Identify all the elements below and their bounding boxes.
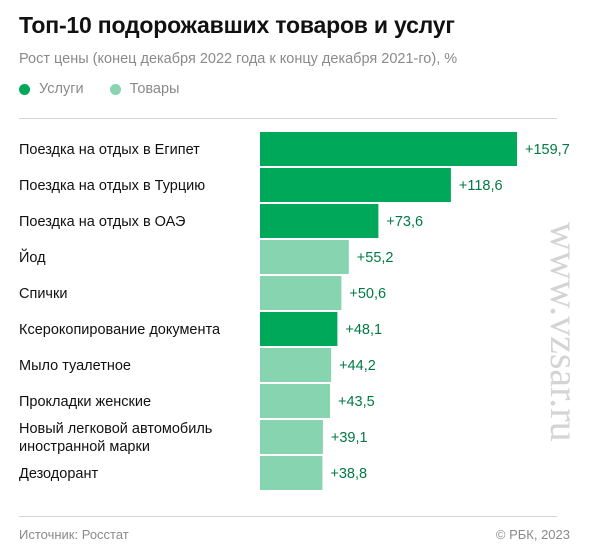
legend-dot-services <box>19 83 30 95</box>
legend: Услуги Товары <box>19 81 179 97</box>
bar-5 <box>260 276 342 310</box>
category-label-6: Ксерокопирование документа <box>19 322 221 338</box>
value-label-9: +39,1 <box>331 430 368 446</box>
bar-10 <box>260 456 323 490</box>
bar-3 <box>260 204 379 238</box>
legend-dot-goods <box>109 83 121 95</box>
value-label-2: +118,6 <box>459 178 503 194</box>
copyright-note: © РБК, 2023 <box>495 527 570 542</box>
chart-subtitle: Рост цены (конец декабря 2022 года к кон… <box>19 51 458 67</box>
source-note: Источник: Росстат <box>19 527 129 542</box>
legend-label-services: Услуги <box>39 81 84 97</box>
category-label-4: Йод <box>19 248 46 266</box>
bar-6 <box>260 312 338 346</box>
value-label-5: +50,6 <box>349 286 386 302</box>
category-label-8: Прокладки женские <box>19 394 151 410</box>
chart-title: Топ-10 подорожавших товаров и услуг <box>19 12 455 38</box>
value-label-10: +38,8 <box>330 466 367 482</box>
top-divider <box>19 118 557 119</box>
value-label-4: +55,2 <box>357 250 394 266</box>
value-label-6: +48,1 <box>345 322 382 338</box>
bar-8 <box>260 384 330 418</box>
watermark: www.vzsar.ru <box>542 222 587 442</box>
category-label-9-line-2: иностранной марки <box>19 439 150 455</box>
value-label-1: +159,7 <box>525 142 570 158</box>
legend-label-goods: Товары <box>129 81 180 97</box>
category-label-7: Мыло туалетное <box>19 358 131 374</box>
category-label-2: Поездка на отдых в Турцию <box>19 178 205 194</box>
bar-1 <box>260 132 517 166</box>
category-label-10: Дезодорант <box>19 466 98 482</box>
legend-item-services: Услуги <box>19 81 84 97</box>
value-label-7: +44,2 <box>339 358 376 374</box>
bottom-divider <box>19 516 557 517</box>
bar-9 <box>260 420 323 454</box>
bar-4 <box>260 240 349 274</box>
category-label-1: Поездка на отдых в Египет <box>19 142 200 158</box>
category-label-9-line-1: Новый легковой автомобиль <box>19 421 212 437</box>
bar-2 <box>260 168 451 202</box>
bar-7 <box>260 348 332 382</box>
category-label-5: Спички <box>19 286 67 302</box>
value-label-8: +43,5 <box>338 394 375 410</box>
category-label-3: Поездка на отдых в ОАЭ <box>19 214 185 230</box>
value-label-3: +73,6 <box>386 214 423 230</box>
legend-item-goods: Товары <box>109 81 180 97</box>
